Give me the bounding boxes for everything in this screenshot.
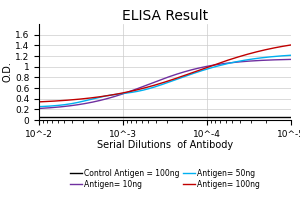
Antigen= 100ng <box>196 70 199 72</box>
X-axis label: Serial Dilutions  of Antibody: Serial Dilutions of Antibody <box>97 140 233 150</box>
Antigen= 10ng <box>137 87 141 89</box>
Antigen= 10ng <box>196 67 199 70</box>
Antigen= 100ng <box>289 44 293 46</box>
Antigen= 50ng <box>37 105 41 108</box>
Antigen= 50ng <box>137 90 141 92</box>
Antigen= 100ng <box>137 88 141 91</box>
Antigen= 100ng <box>220 61 224 63</box>
Antigen= 50ng <box>219 64 223 66</box>
Antigen= 100ng <box>68 99 71 101</box>
Antigen= 50ng <box>119 93 123 95</box>
Antigen= 10ng <box>219 63 223 65</box>
Title: ELISA Result: ELISA Result <box>122 9 208 23</box>
Antigen= 100ng <box>219 61 223 64</box>
Control Antigen = 100ng <box>68 116 71 119</box>
Control Antigen = 100ng <box>289 116 293 119</box>
Antigen= 50ng <box>68 103 71 105</box>
Control Antigen = 100ng <box>219 116 223 119</box>
Line: Antigen= 100ng: Antigen= 100ng <box>39 45 291 102</box>
Control Antigen = 100ng <box>220 116 224 119</box>
Antigen= 100ng <box>119 92 123 94</box>
Control Antigen = 100ng <box>119 116 123 119</box>
Line: Antigen= 50ng: Antigen= 50ng <box>39 55 291 107</box>
Control Antigen = 100ng <box>196 116 199 119</box>
Antigen= 10ng <box>220 63 224 65</box>
Antigen= 100ng <box>37 101 41 103</box>
Line: Antigen= 10ng: Antigen= 10ng <box>39 59 291 108</box>
Antigen= 10ng <box>68 105 71 107</box>
Antigen= 10ng <box>37 107 41 110</box>
Legend: Control Antigen = 100ng, Antigen= 10ng, Antigen= 50ng, Antigen= 100ng: Control Antigen = 100ng, Antigen= 10ng, … <box>67 166 263 192</box>
Control Antigen = 100ng <box>37 116 41 119</box>
Control Antigen = 100ng <box>137 116 141 119</box>
Antigen= 50ng <box>220 64 224 66</box>
Antigen= 50ng <box>196 71 199 73</box>
Antigen= 10ng <box>119 93 123 96</box>
Y-axis label: O.D.: O.D. <box>2 62 12 82</box>
Antigen= 10ng <box>289 58 293 61</box>
Antigen= 50ng <box>289 54 293 56</box>
